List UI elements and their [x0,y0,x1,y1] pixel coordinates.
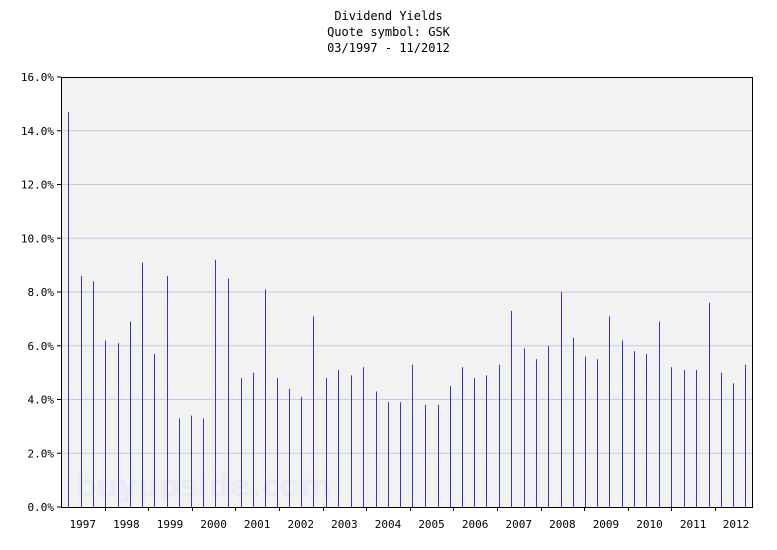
x-tick-label: 1999 [157,518,184,531]
y-tick-label: 12.0% [21,179,54,192]
x-tick-label: 2012 [723,518,750,531]
x-tick-label: 2009 [593,518,620,531]
x-tick-label: 2002 [288,518,315,531]
x-axis-ticks: 1997 1998 1999 2000 2001 2002 2003 2004 2005 2006… [70,507,750,531]
x-tick-label: 2007 [506,518,533,531]
y-tick-label: 10.0% [21,232,54,245]
x-tick-label: 2004 [375,518,402,531]
plot-frame [61,77,753,508]
x-tick-label: 2006 [462,518,489,531]
x-tick-label: 1998 [113,518,140,531]
y-tick-label: 8.0% [28,286,55,299]
y-tick-label: 6.0% [28,340,55,353]
grid-lines [61,130,752,454]
y-tick-label: 16.0% [21,71,54,84]
chart-subtitle: Quote symbol: GSK [327,25,450,39]
y-tick-label: 14.0% [21,125,54,138]
y-tick-label: 2.0% [28,447,55,460]
bar-series [68,111,746,507]
y-tick-label: 0.0% [28,501,55,514]
chart-date-range: 03/1997 - 11/2012 [327,41,450,55]
chart-title-block: Dividend Yields Quote symbol: GSK 03/199… [0,8,777,56]
x-tick-label: 2008 [549,518,576,531]
x-tick-label: 2003 [331,518,358,531]
x-tick-label: 2011 [680,518,707,531]
y-tick-label: 4.0% [28,394,55,407]
x-tick-label: 2001 [244,518,271,531]
chart-title: Dividend Yields [334,9,443,23]
y-axis-ticks: 0.0% 2.0% 4.0% 6.0% 8.0% 10.0% 12.0% 14.0% 16.0% [21,71,61,514]
axes [61,77,753,508]
x-tick-label: 2000 [200,518,227,531]
x-tick-label: 2010 [636,518,663,531]
x-tick-label: 1997 [70,518,97,531]
x-tick-label: 2005 [418,518,445,531]
